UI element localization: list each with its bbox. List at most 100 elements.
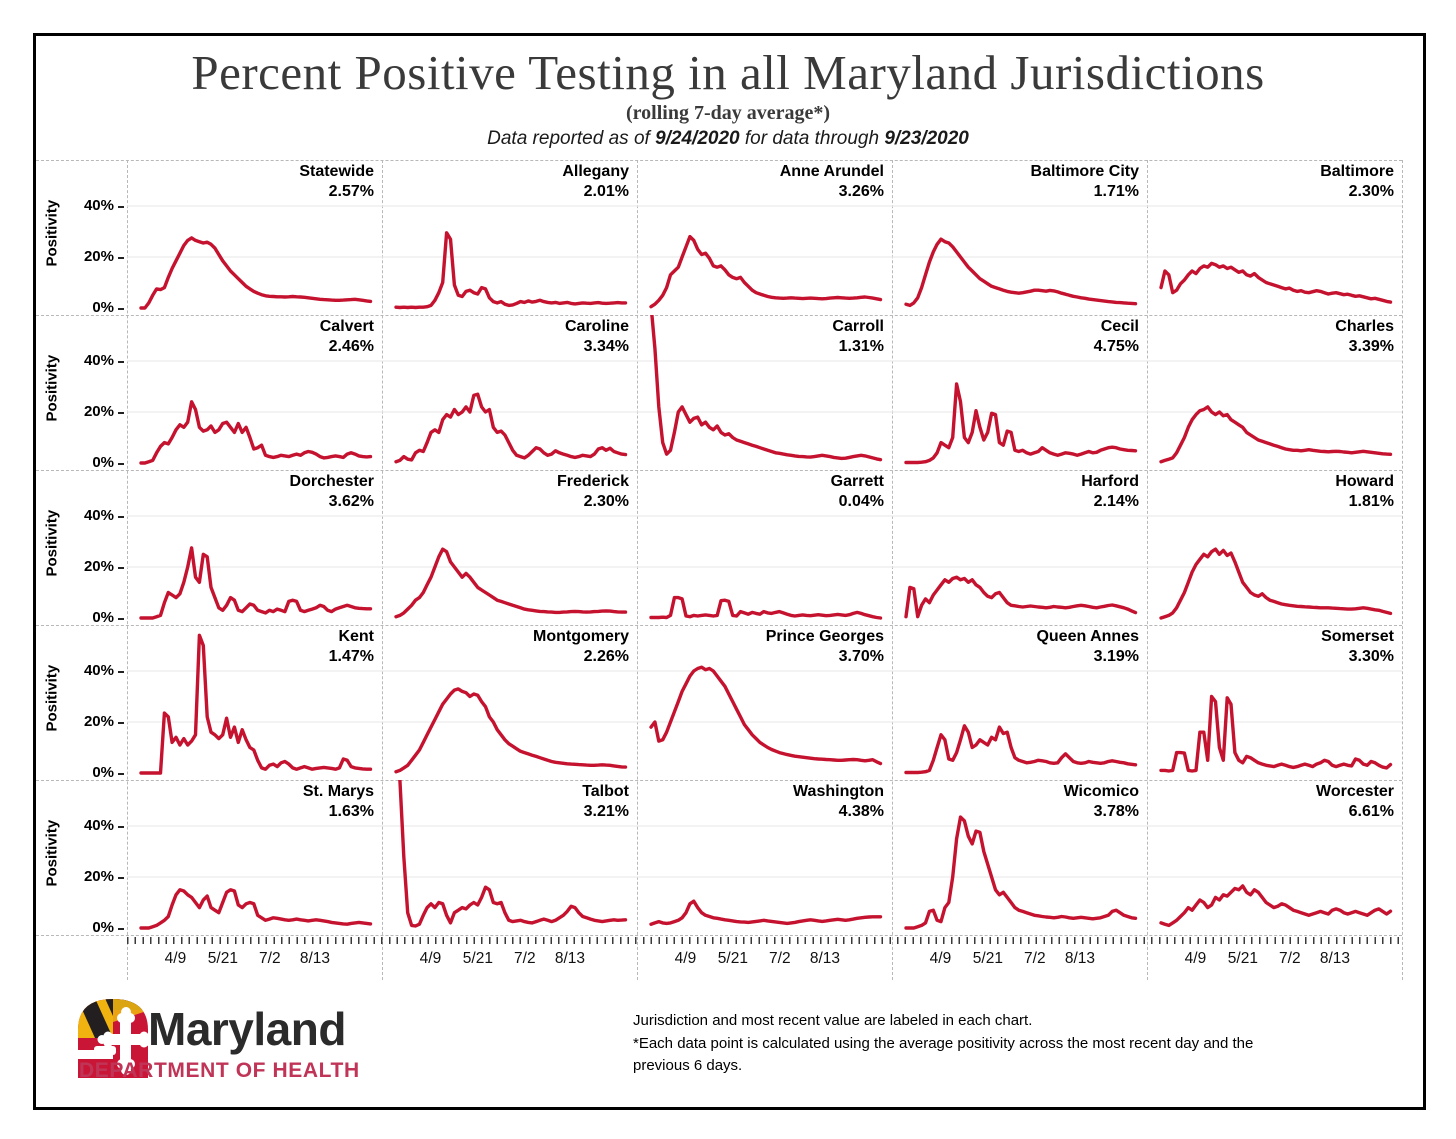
x-tick-label: 8/13: [1319, 950, 1351, 967]
y-axis-title: Positivity: [43, 354, 61, 421]
jurisdiction-label: Frederick: [556, 473, 629, 490]
positivity-line-chart: [892, 815, 1147, 930]
y-tick-mark: [118, 773, 124, 775]
chart-cell-wicomico: Wicomico 3.78%: [892, 780, 1147, 935]
y-tick-label: 20%: [83, 248, 114, 265]
jurisdiction-label: St. Marys: [302, 783, 374, 800]
series-line: [394, 392, 628, 464]
x-tick-label: 8/13: [1064, 950, 1096, 967]
latest-value-label: 2.46%: [328, 338, 374, 355]
positivity-line-chart: [127, 633, 382, 775]
series-line: [398, 780, 628, 928]
chart-cell-st-marys: St. Marys 1.63%: [127, 780, 382, 935]
footnote-line-1: Jurisdiction and most recent value are l…: [633, 1012, 1033, 1029]
grid-column-separator: [127, 160, 128, 980]
grid-row-separator: [36, 160, 1402, 161]
logo-brand-text: Maryland: [148, 1003, 346, 1055]
grid-column-separator: [637, 160, 638, 980]
y-tick-mark: [118, 722, 124, 724]
series-line: [904, 382, 1138, 465]
grid-row-separator: [36, 935, 1402, 936]
page-border: [33, 33, 1426, 1110]
series-line: [650, 315, 883, 462]
chart-cell-caroline: Caroline 3.34%: [382, 315, 637, 470]
report-date-2: 9/23/2020: [884, 128, 969, 149]
y-axis-title: Positivity: [43, 819, 61, 886]
y-tick-mark: [118, 877, 124, 879]
chart-cell-kent: Kent 1.47%: [127, 625, 382, 780]
x-tick-label: 8/13: [299, 950, 331, 967]
y-tick-mark: [118, 463, 124, 465]
jurisdiction-label: Carroll: [832, 318, 884, 335]
latest-value-label: 3.30%: [1348, 648, 1394, 665]
y-tick-label: 20%: [83, 558, 114, 575]
grid-row-separator: [36, 315, 1402, 316]
x-tick-label: 5/21: [207, 950, 238, 967]
latest-value-label: 4.38%: [838, 803, 884, 820]
latest-value-label: 3.39%: [1348, 338, 1394, 355]
x-tick-label: 7/2: [514, 950, 536, 967]
jurisdiction-label: Caroline: [564, 318, 629, 335]
y-tick-label: 0%: [92, 919, 114, 936]
x-tick-label: 5/21: [462, 950, 493, 967]
x-tick-label: 8/13: [809, 950, 841, 967]
positivity-line-chart: [637, 665, 892, 766]
x-tick-label: 5/21: [1227, 950, 1258, 967]
latest-value-label: 2.14%: [1093, 493, 1139, 510]
y-tick-mark: [118, 257, 124, 259]
series-line: [904, 815, 1138, 930]
chart-cell-talbot: Talbot 3.21%: [382, 780, 637, 935]
footnote: Jurisdiction and most recent value are l…: [633, 1010, 1433, 1078]
chart-cell-cecil: Cecil 4.75%: [892, 315, 1147, 470]
page-subtitle: (rolling 7-day average*): [625, 102, 831, 124]
series-line: [904, 575, 1138, 619]
positivity-line-chart: [637, 315, 892, 462]
series-line: [649, 899, 883, 926]
latest-value-label: 0.04%: [838, 493, 884, 510]
y-tick-mark: [118, 618, 124, 620]
x-tick-label: 4/9: [1184, 950, 1207, 967]
positivity-line-chart: [892, 515, 1147, 619]
latest-value-label: 3.26%: [838, 183, 884, 200]
series-line: [1159, 261, 1393, 304]
latest-value-label: 3.78%: [1093, 803, 1139, 820]
chart-cell-statewide: Statewide 2.57%: [127, 160, 382, 315]
y-tick-mark: [118, 206, 124, 208]
x-axis-minor-ticks: [127, 937, 1402, 944]
latest-value-label: 2.01%: [583, 183, 629, 200]
positivity-line-chart: [382, 670, 637, 774]
x-tick-label: 4/9: [929, 950, 952, 967]
latest-value-label: 6.61%: [1348, 803, 1394, 820]
positivity-line-chart: [127, 205, 382, 310]
positivity-line-chart: [892, 205, 1147, 308]
series-line: [139, 400, 373, 465]
y-tick-label: 0%: [92, 764, 114, 781]
jurisdiction-label: Garrett: [830, 473, 884, 490]
series-line: [139, 236, 373, 310]
series-line: [394, 547, 628, 619]
page-title: Percent Positive Testing in all Maryland…: [191, 45, 1265, 100]
positivity-line-chart: [892, 670, 1147, 775]
y-tick-label: 0%: [92, 454, 114, 471]
report-prefix: Data reported as of: [487, 128, 656, 149]
jurisdiction-label: Talbot: [582, 783, 629, 800]
y-tick-label: 40%: [83, 507, 114, 524]
jurisdiction-label: Wicomico: [1063, 783, 1139, 800]
y-tick-label: 40%: [83, 662, 114, 679]
latest-value-label: 1.47%: [328, 648, 374, 665]
y-tick-mark: [118, 361, 124, 363]
positivity-line-chart: [382, 360, 637, 464]
chart-cell-calvert: Calvert 2.46%: [127, 315, 382, 470]
chart-cell-queen-annes: Queen Annes 3.19%: [892, 625, 1147, 780]
grid-row-separator: [36, 470, 1402, 471]
latest-value-label: 2.30%: [1348, 183, 1394, 200]
jurisdiction-label: Montgomery: [533, 628, 629, 645]
chart-cell-frederick: Frederick 2.30%: [382, 470, 637, 625]
y-tick-label: 0%: [92, 299, 114, 316]
jurisdiction-label: Charles: [1335, 318, 1394, 335]
jurisdiction-label: Kent: [338, 628, 374, 645]
series-line: [1159, 884, 1393, 928]
maryland-shield-icon: [78, 999, 148, 1078]
latest-value-label: 1.71%: [1093, 183, 1139, 200]
y-tick-mark: [118, 826, 124, 828]
